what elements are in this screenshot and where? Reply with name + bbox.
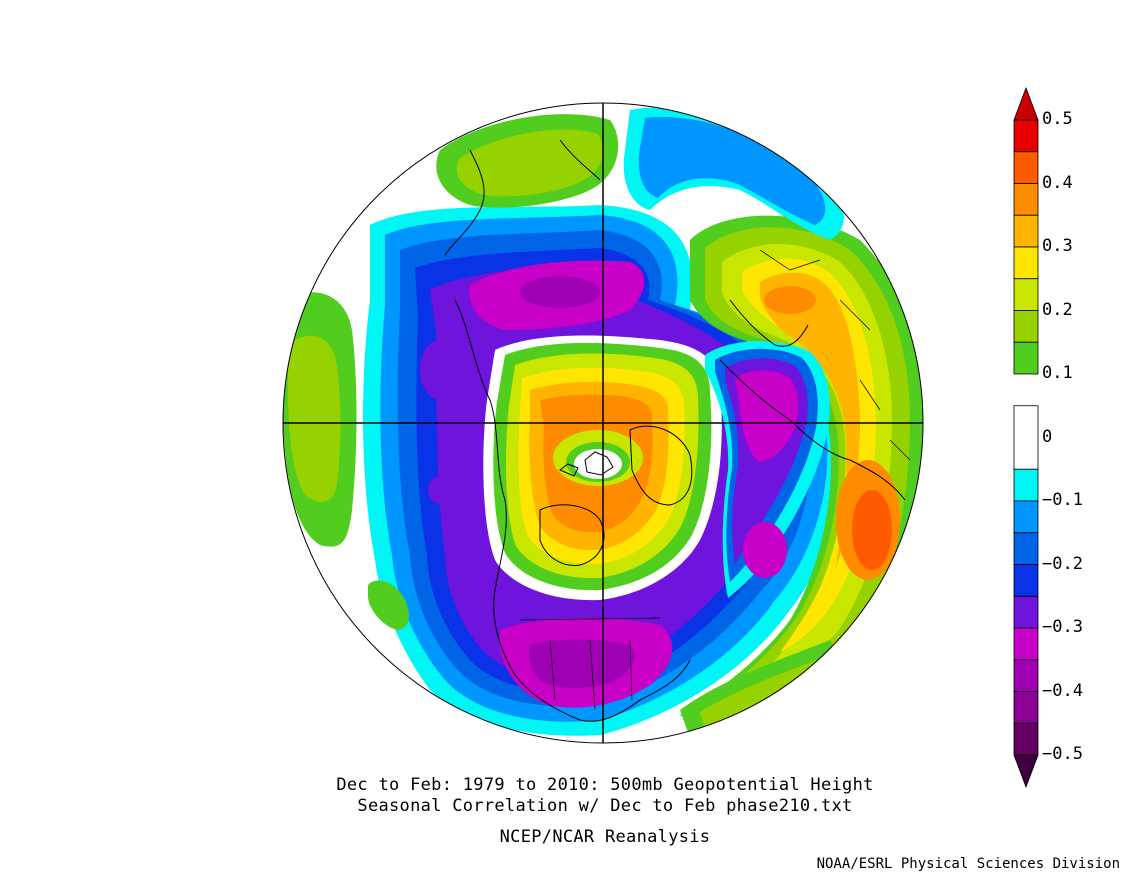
colorbar-label: 0.3 bbox=[1042, 236, 1073, 256]
colorbar-label: −0.2 bbox=[1042, 553, 1083, 574]
colorbar-label: −0.4 bbox=[1042, 680, 1083, 701]
colorbar-bin-8 bbox=[1013, 405, 1039, 470]
caption-subtitle: Seasonal Correlation w/ Dec to Feb phase… bbox=[357, 796, 853, 816]
atlantic-negative-0.35 bbox=[735, 370, 799, 462]
subtropical-atlantic-0.2 bbox=[700, 658, 823, 730]
colorbar-bin-6 bbox=[1013, 310, 1039, 343]
north-america-coast bbox=[454, 299, 691, 722]
west-positive-0.2 bbox=[288, 335, 341, 502]
colorbar-label: 0.1 bbox=[1042, 363, 1073, 383]
caption-source: NCEP/NCAR Reanalysis bbox=[499, 827, 711, 847]
colorbar bbox=[1013, 86, 1039, 789]
colorbar-bin-7 bbox=[1013, 341, 1039, 375]
middle-east-0.4 bbox=[852, 490, 892, 570]
colorbar-under-arrow bbox=[1013, 754, 1039, 789]
scandinavia-coast bbox=[729, 299, 809, 347]
colorbar-bin-17 bbox=[1013, 722, 1039, 756]
colorbar-bin-0 bbox=[1013, 119, 1039, 153]
colorbar-label: 0.4 bbox=[1042, 172, 1073, 193]
asia-coast bbox=[444, 139, 601, 256]
colorbar-bin-2 bbox=[1013, 183, 1039, 216]
colorbar-label: −0.5 bbox=[1042, 744, 1083, 764]
colorbar-bin-16 bbox=[1013, 691, 1039, 724]
gulf-alaska-0.3 bbox=[420, 340, 460, 400]
colorbar-label: −0.3 bbox=[1042, 617, 1083, 637]
europe-positive-0.35 bbox=[760, 272, 860, 570]
colorbar-bin-13 bbox=[1013, 595, 1039, 629]
colorbar-bin-4 bbox=[1013, 246, 1039, 280]
colorbar-bin-5 bbox=[1013, 278, 1039, 311]
pacific-core-0.4 bbox=[520, 276, 600, 308]
credit-text: NOAA/ESRL Physical Sciences Division bbox=[816, 856, 1120, 872]
asia-negative-0.15 bbox=[638, 116, 826, 225]
asia-positive-0.2 bbox=[456, 129, 603, 197]
colorbar-bin-9 bbox=[1013, 468, 1039, 502]
southwest-positive-0.1 bbox=[368, 580, 410, 630]
us-negative-0.4 bbox=[528, 639, 635, 688]
us-borders bbox=[519, 617, 661, 711]
caption-title: Dec to Feb: 1979 to 2010: 500mb Geopoten… bbox=[336, 775, 874, 795]
correlation-field bbox=[283, 103, 923, 743]
colorbar-label: 0.5 bbox=[1042, 109, 1073, 129]
greenland-coast bbox=[629, 425, 693, 506]
colorbar-bin-15 bbox=[1013, 659, 1039, 692]
colorbar-bin-12 bbox=[1013, 564, 1039, 597]
pacific-west-0.3 bbox=[428, 476, 452, 504]
hudson-bay-coast bbox=[539, 504, 605, 566]
colorbar-bin-10 bbox=[1013, 500, 1039, 534]
arctic-islands bbox=[559, 451, 614, 477]
colorbar-bin-11 bbox=[1013, 532, 1039, 565]
coastlines bbox=[444, 139, 911, 722]
globe-outline bbox=[282, 102, 924, 744]
colorbar-bin-14 bbox=[1013, 627, 1039, 661]
colorbar-bin-1 bbox=[1013, 151, 1039, 184]
colorbar-over-arrow bbox=[1013, 86, 1039, 121]
colorbar-label: −0.1 bbox=[1042, 490, 1083, 510]
atlantic-core-0.35 bbox=[743, 522, 787, 578]
europe-coast bbox=[719, 359, 906, 501]
colorbar-label: 0.2 bbox=[1042, 299, 1073, 320]
europe-core-0.35 bbox=[764, 286, 816, 314]
europe-borders bbox=[759, 249, 911, 461]
colorbar-bin-3 bbox=[1013, 214, 1039, 248]
colorbar-label: 0 bbox=[1042, 426, 1053, 447]
pole-ring-zero bbox=[574, 449, 622, 479]
